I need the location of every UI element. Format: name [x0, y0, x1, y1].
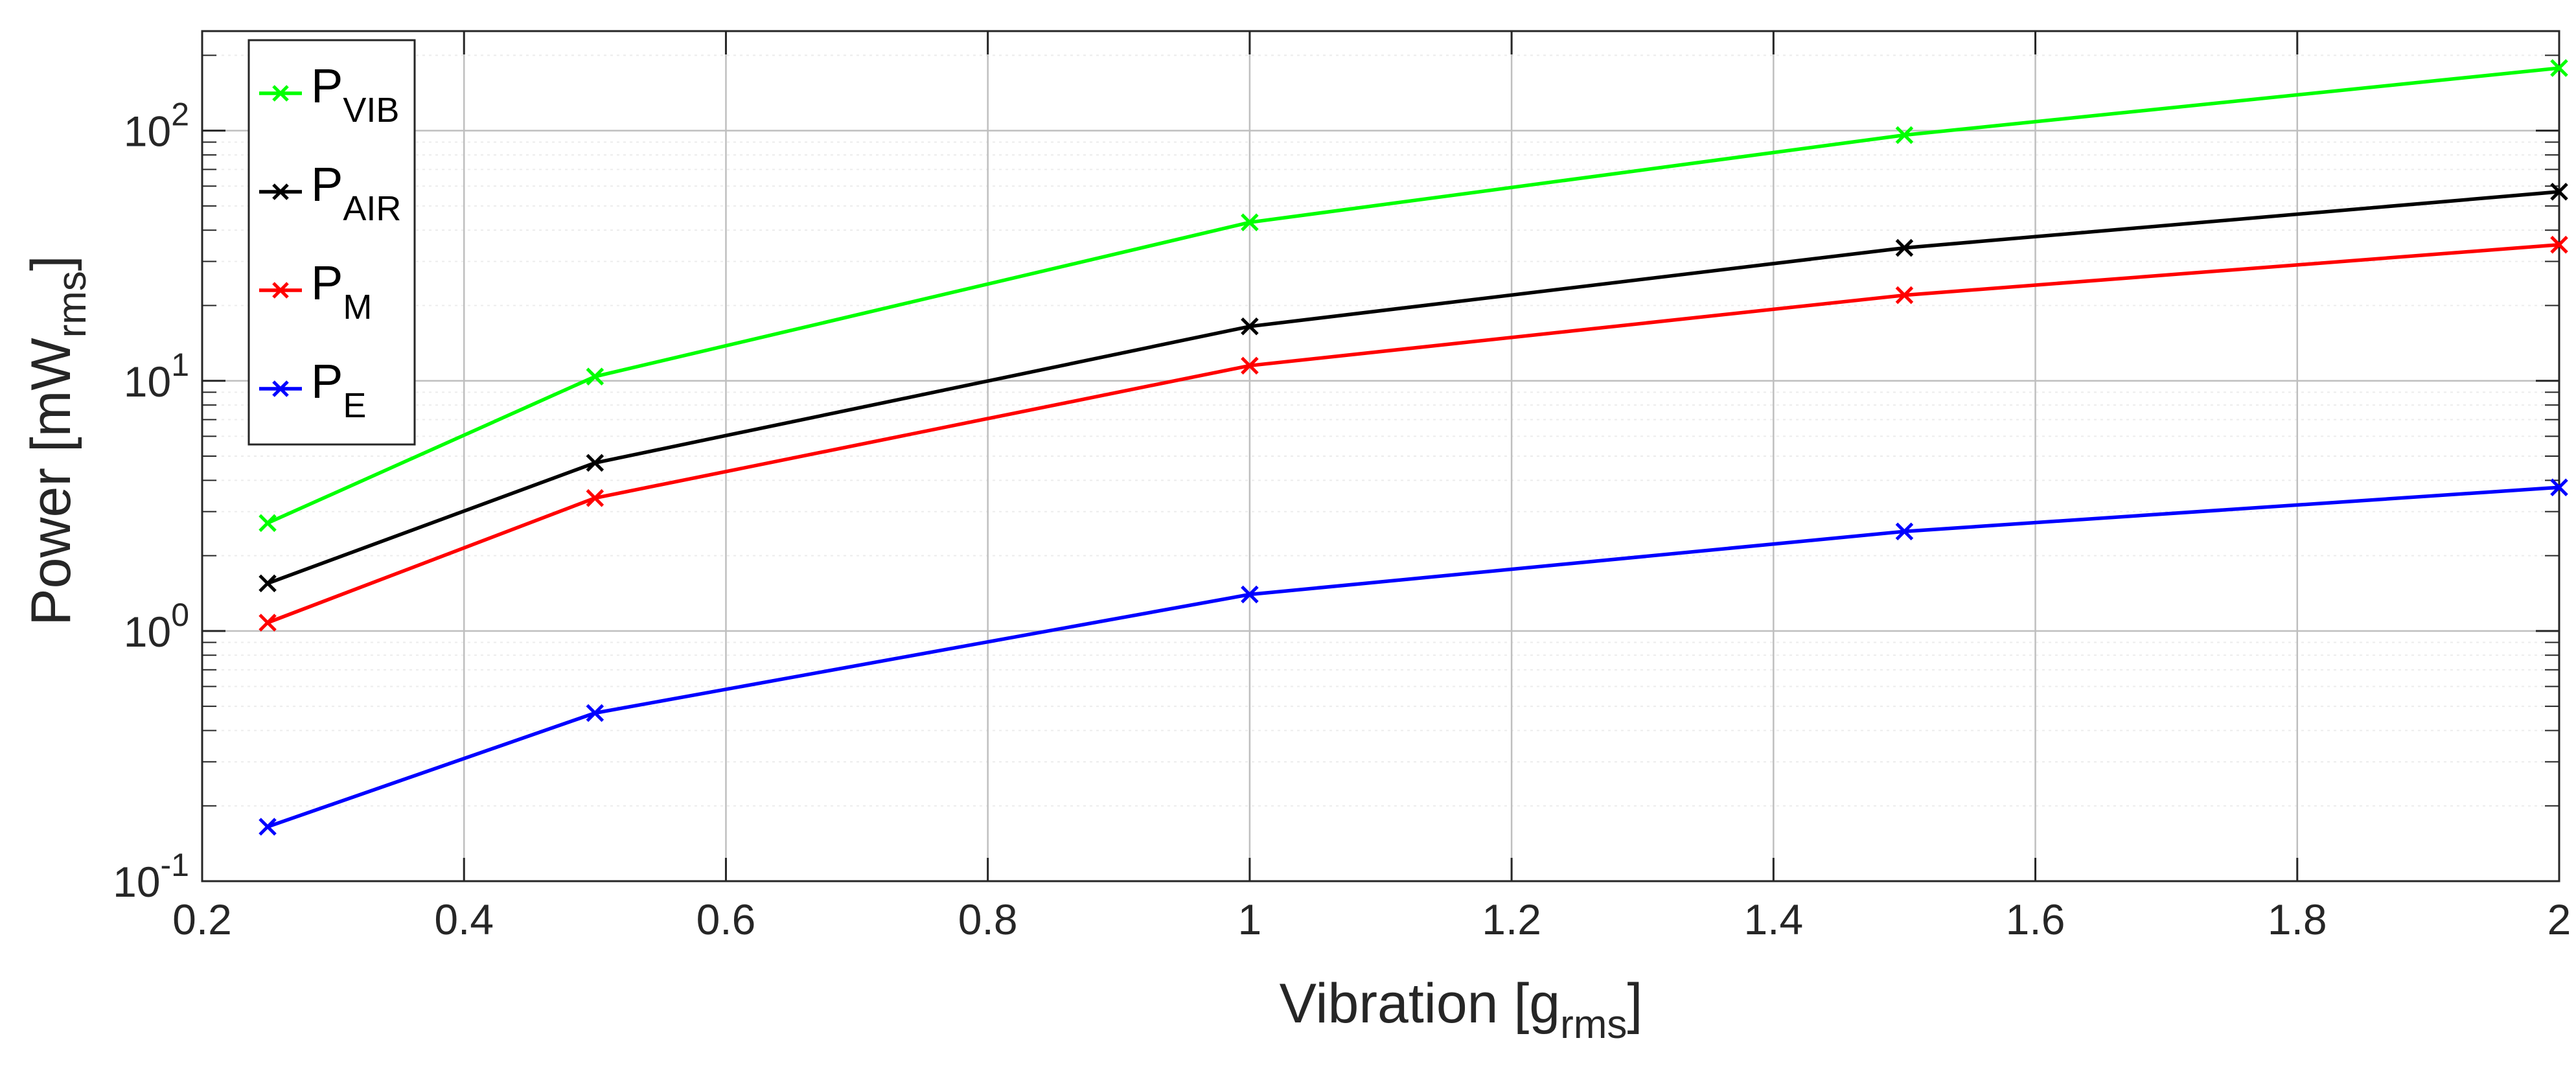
data-point-air — [1241, 317, 1259, 336]
x-tick-label: 1.8 — [2268, 895, 2327, 943]
data-point-vib — [259, 514, 277, 533]
x-axis-title-main: Vibration [g — [1280, 973, 1561, 1035]
y-axis-title: Power [mWrms] — [20, 255, 95, 626]
grid-layer — [201, 31, 2560, 882]
legend-swatch-marker — [272, 380, 289, 397]
legend-label-main: P — [311, 59, 343, 113]
legend-entry-vib: PVIB — [311, 59, 399, 130]
legend-label-main: P — [311, 157, 343, 211]
data-point-e — [586, 704, 604, 722]
legend-label-main: P — [311, 354, 343, 408]
data-point-e — [1895, 522, 1914, 541]
x-axis-title: Vibration [grms] — [1280, 973, 1643, 1047]
y-axis-title-tail: ] — [20, 255, 82, 271]
y-tick-label: 100 — [124, 597, 189, 656]
axes-box — [201, 30, 2560, 882]
legend-box — [247, 39, 416, 446]
data-point-m — [1241, 356, 1259, 375]
y-tick-label-exponent: 2 — [171, 97, 189, 133]
y-axis-title-main: Power [mW — [20, 338, 82, 625]
legend-label-sub: AIR — [343, 189, 401, 228]
data-point-e — [259, 818, 277, 836]
y-tick-label: 101 — [124, 347, 189, 406]
x-tick-label: 0.8 — [958, 895, 1018, 943]
data-point-m — [259, 614, 277, 632]
y-tick-label-exponent: 1 — [171, 347, 189, 383]
legend-label-sub: E — [343, 386, 366, 425]
y-tick-label-base: 10 — [113, 858, 160, 906]
x-tick-label: 1 — [1238, 895, 1262, 943]
data-point-vib — [1241, 213, 1259, 231]
x-tick-label: 0.4 — [434, 895, 494, 943]
y-tick-label-base: 10 — [124, 608, 171, 656]
data-point-air — [2550, 183, 2568, 201]
y-axis-title-sub: rms — [50, 271, 95, 338]
x-tick-label: 0.6 — [696, 895, 756, 943]
data-point-vib — [2550, 59, 2568, 77]
data-point-e — [1241, 585, 1259, 604]
data-point-air — [1895, 238, 1914, 257]
legend-swatch-marker — [272, 85, 289, 102]
legend-label-sub: VIB — [343, 91, 399, 130]
y-tick-label-base: 10 — [124, 358, 171, 406]
data-point-m — [2550, 235, 2568, 254]
legend-entry-m: PM — [311, 256, 372, 327]
data-point-m — [586, 489, 604, 507]
x-tick-label: 1.6 — [2006, 895, 2065, 943]
y-tick-label-exponent: -1 — [161, 847, 189, 883]
legend-entry-e: PE — [311, 354, 366, 425]
x-tick-label: 0.2 — [172, 895, 232, 943]
y-tick-label: 102 — [124, 97, 189, 155]
x-tick-label: 1.4 — [1743, 895, 1803, 943]
data-point-vib — [1895, 126, 1914, 144]
y-tick-label-base: 10 — [124, 108, 171, 155]
y-tick-label-exponent: 0 — [171, 597, 189, 633]
data-point-air — [259, 574, 277, 593]
data-point-vib — [586, 367, 604, 386]
y-tick-label: 10-1 — [113, 847, 189, 906]
x-axis-title-tail: ] — [1627, 973, 1642, 1035]
series-layer — [259, 59, 2568, 836]
legend-swatch-marker — [272, 183, 289, 200]
x-tick-label: 1.2 — [1482, 895, 1541, 943]
legend-swatch-marker — [272, 282, 289, 299]
legend-entry-air: PAIR — [311, 157, 401, 228]
x-tick-label: 2 — [2547, 895, 2571, 943]
legend-label-main: P — [311, 256, 343, 310]
x-axis-title-sub: rms — [1560, 1002, 1627, 1047]
legend-label-sub: M — [343, 288, 372, 327]
axis-labels: Vibration [grms] Power [mWrms] — [20, 255, 1642, 1047]
data-point-m — [1895, 286, 1914, 305]
data-point-e — [2550, 478, 2568, 497]
data-point-air — [586, 454, 604, 472]
